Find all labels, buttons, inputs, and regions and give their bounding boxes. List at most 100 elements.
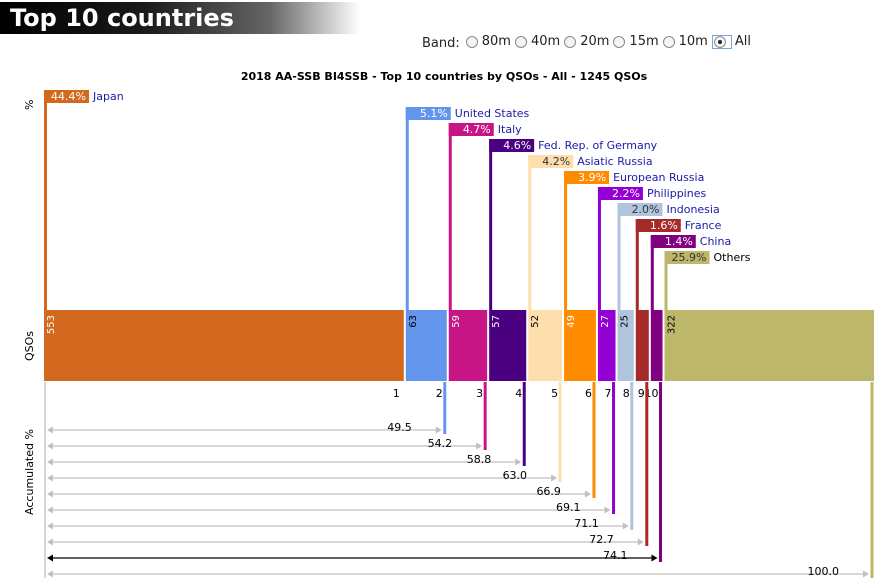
rank-label: 9 xyxy=(638,387,645,400)
band-option-label: 40m xyxy=(530,34,561,50)
percent-value: 3.9% xyxy=(578,171,606,184)
country-name-label: Japan xyxy=(92,90,124,103)
band-option-20m[interactable]: 20m xyxy=(564,34,609,49)
rank-label: 3 xyxy=(476,387,483,400)
rank-label: 4 xyxy=(515,387,522,400)
radio-focus-box xyxy=(711,34,732,49)
band-option-label: 15m xyxy=(629,34,659,50)
radio-button[interactable] xyxy=(514,35,527,48)
arrow-head-left xyxy=(47,522,53,530)
percent-label-box xyxy=(617,203,663,216)
qso-bar xyxy=(564,310,596,381)
qso-bar xyxy=(448,310,488,381)
percent-label-box xyxy=(635,219,681,232)
band-option-label: 80m xyxy=(481,34,511,50)
country-name-label: Fed. Rep. of Germany xyxy=(538,139,658,152)
country-name-label: Asiatic Russia xyxy=(577,155,652,168)
radio-button[interactable] xyxy=(713,35,726,48)
band-option-15m[interactable]: 15m xyxy=(613,34,659,50)
arrow-head-left xyxy=(47,538,53,546)
country-name-label: Indonesia xyxy=(667,203,720,216)
percent-label-box xyxy=(650,235,696,248)
accumulated-value: 66.9 xyxy=(536,485,561,498)
accumulated-value: 71.1 xyxy=(574,517,599,530)
qso-bar xyxy=(405,310,447,381)
country-name-label: France xyxy=(685,219,722,232)
country-name-label: United States xyxy=(455,107,530,120)
percent-label-box xyxy=(664,251,710,264)
qso-value-label: 49 xyxy=(566,315,577,328)
qso-value-label: 57 xyxy=(491,315,502,328)
arrow-head-right xyxy=(476,442,483,450)
country-name-label: European Russia xyxy=(613,171,704,184)
y-axis-label-percent: % xyxy=(23,100,36,110)
qso-bar xyxy=(528,310,563,381)
percent-value: 2.0% xyxy=(632,203,660,216)
percent-label-box xyxy=(405,107,451,120)
qso-bar xyxy=(664,310,874,381)
arrow-head-right xyxy=(435,426,442,434)
arrow-head-left xyxy=(47,570,53,578)
band-selector: Band: 80m 40m 20m 15m 10m All xyxy=(422,34,755,52)
band-option-all[interactable]: All xyxy=(711,34,751,49)
chart-title: 2018 AA-SSB BI4SSB - Top 10 countries by… xyxy=(241,70,648,83)
arrow-head-right xyxy=(622,522,629,530)
accumulated-value: 72.7 xyxy=(589,533,614,546)
rank-label: 7 xyxy=(605,387,612,400)
arrow-head-right xyxy=(651,554,658,562)
band-option-40m[interactable]: 40m xyxy=(514,34,561,50)
y-axis-label-qsos: QSOs xyxy=(23,331,36,361)
percent-label-box xyxy=(44,90,89,103)
percent-label-box xyxy=(597,187,643,200)
qso-value-label: 25 xyxy=(620,315,631,328)
rank-label: 1 xyxy=(393,387,400,400)
country-name-label: Italy xyxy=(498,123,522,136)
percent-label-box xyxy=(489,139,535,152)
band-label: Band: xyxy=(422,35,460,51)
arrow-head-right xyxy=(551,474,558,482)
arrow-head-right xyxy=(637,538,644,546)
accumulated-value: 63.0 xyxy=(503,469,528,482)
accumulated-value: 100.0 xyxy=(808,565,840,578)
arrow-head-left xyxy=(47,506,53,514)
percent-value: 5.1% xyxy=(420,107,448,120)
arrow-head-left xyxy=(47,554,53,562)
radio-button[interactable] xyxy=(564,35,577,48)
qso-bar xyxy=(617,310,634,381)
radio-button[interactable] xyxy=(662,35,675,48)
qso-value-label: 52 xyxy=(530,315,541,328)
percent-label-box xyxy=(528,155,574,168)
qso-value-label: 63 xyxy=(408,315,419,328)
band-option-80m[interactable]: 80m xyxy=(465,34,511,50)
arrow-head-left xyxy=(47,474,53,482)
radio-button[interactable] xyxy=(465,35,478,48)
rank-label: 8 xyxy=(623,387,630,400)
country-name-label: Others xyxy=(714,251,751,264)
qso-value-label: 553 xyxy=(46,315,57,334)
percent-label-box xyxy=(564,171,610,184)
qso-value-label: 322 xyxy=(667,315,678,334)
arrow-head-left xyxy=(47,458,53,466)
percent-value: 44.4% xyxy=(51,90,86,103)
radio-button[interactable] xyxy=(613,35,626,48)
percent-label-box xyxy=(448,123,494,136)
accumulated-value: 69.1 xyxy=(556,501,581,514)
arrow-head-left xyxy=(47,426,53,434)
title-bar: Top 10 countries xyxy=(0,2,360,34)
percent-value: 4.2% xyxy=(542,155,570,168)
rank-label: 5 xyxy=(551,387,558,400)
qso-bar xyxy=(489,310,527,381)
page-title: Top 10 countries xyxy=(10,4,234,32)
band-option-10m[interactable]: 10m xyxy=(662,34,708,50)
accumulated-value: 74.1 xyxy=(603,549,628,562)
percent-value: 1.4% xyxy=(665,235,693,248)
percent-value: 4.7% xyxy=(463,123,491,136)
arrow-head-left xyxy=(47,442,53,450)
arrow-head-right xyxy=(515,458,522,466)
band-option-label: 10m xyxy=(678,34,708,50)
rank-label: 2 xyxy=(436,387,443,400)
percent-value: 1.6% xyxy=(650,219,678,232)
qso-bar xyxy=(44,310,404,381)
band-option-label: 20m xyxy=(580,34,610,50)
